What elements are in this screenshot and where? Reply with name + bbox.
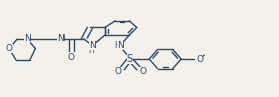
Text: O: O bbox=[196, 55, 203, 64]
Text: N: N bbox=[117, 41, 123, 50]
Text: H: H bbox=[88, 46, 94, 55]
Text: O: O bbox=[139, 67, 146, 76]
Text: H: H bbox=[59, 34, 65, 43]
Text: O: O bbox=[6, 44, 13, 53]
Text: N: N bbox=[24, 34, 30, 43]
Text: N: N bbox=[89, 41, 96, 50]
Text: N: N bbox=[57, 34, 64, 43]
Text: H: H bbox=[114, 41, 120, 50]
Text: S: S bbox=[127, 54, 133, 64]
Text: O: O bbox=[115, 67, 122, 76]
Text: O: O bbox=[68, 53, 75, 62]
